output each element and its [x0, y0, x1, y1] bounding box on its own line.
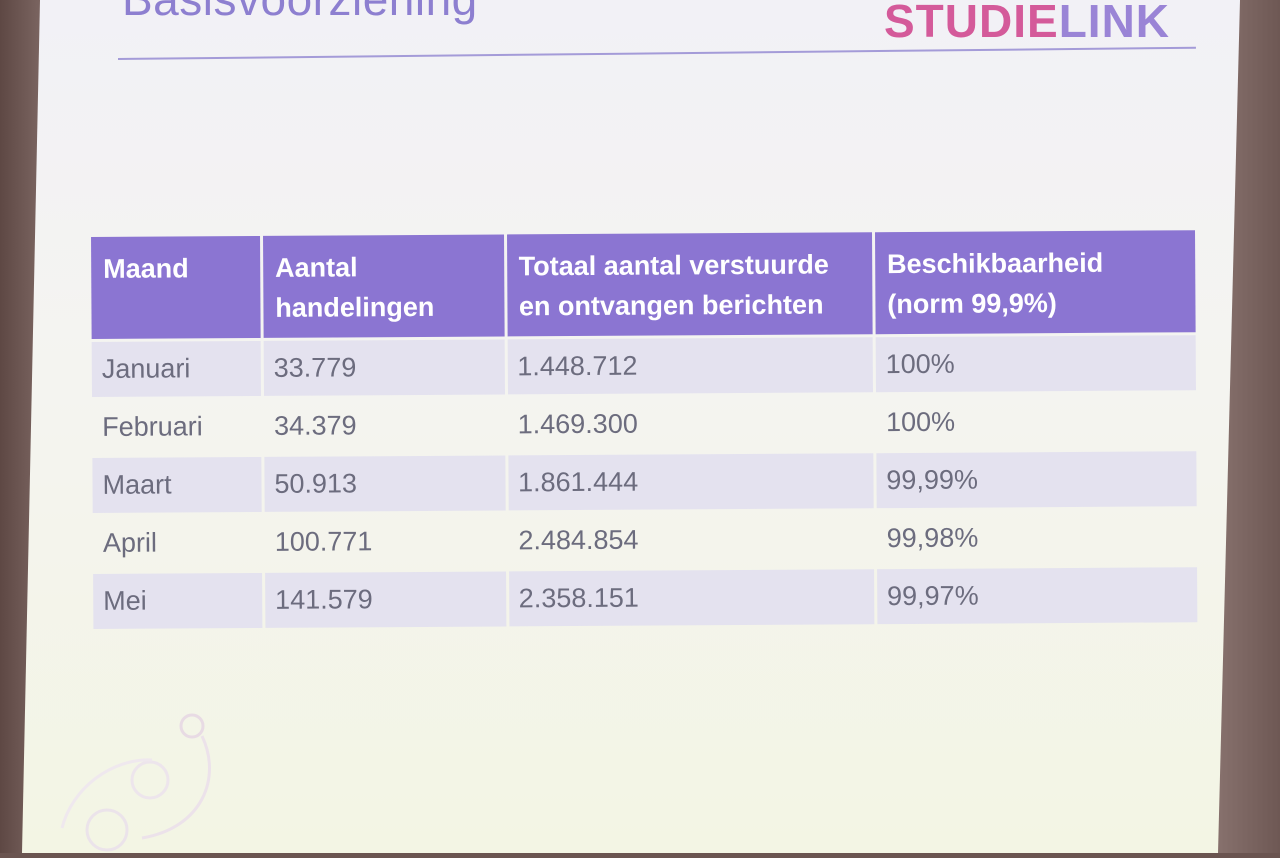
cell-handelingen: 100.771 [274, 526, 373, 557]
projection-screen: Basisvoorziening STUDIELINK Maand Aantal… [22, 0, 1240, 853]
cell-berichten: 2.358.151 [508, 569, 875, 627]
title-rule [117, 46, 1196, 60]
cell-maand: Maart [92, 456, 262, 513]
cell-handelingen: 141.579 [264, 571, 506, 628]
header-beschikbaarheid: Beschikbaarheid (norm 99,9%) [874, 230, 1196, 335]
cell-handelingen: 34.379 [273, 410, 357, 441]
studielink-logo: STUDIELINK [884, 0, 1170, 48]
data-table-wrapper: Maand Aantal handelingen Totaal aantal v… [88, 227, 1200, 632]
header-aantal-handelingen: Aantal handelingen [262, 234, 505, 338]
cell-maand: Februari [102, 411, 203, 442]
cell-beschikbaarheid: 99,99% [876, 451, 1197, 509]
header-aantal-line2: handelingen [275, 291, 435, 323]
cell-berichten: 1.861.444 [507, 453, 874, 511]
header-totaal-line2: en ontvangen berichten [518, 289, 824, 322]
cell-berichten: 1.448.712 [507, 337, 873, 395]
cell-beschikbaarheid: 99,98% [886, 522, 979, 554]
cell-beschikbaarheid: 100% [885, 406, 956, 438]
cell-berichten: 2.484.854 [518, 524, 639, 556]
cell-handelingen: 33.779 [263, 339, 505, 396]
cell-maand: April [102, 527, 157, 558]
cell-beschikbaarheid: 99,97% [876, 567, 1198, 625]
cell-maand: Januari [91, 340, 261, 397]
cell-beschikbaarheid: 100% [875, 335, 1196, 393]
header-maand: Maand [91, 235, 261, 339]
logo-part-studie: STUDIE [884, 0, 1059, 47]
table-row: April 100.771 2.484.854 99,98% [93, 509, 1197, 571]
table-header-row: Maand Aantal handelingen Totaal aantal v… [91, 230, 1196, 339]
slide-title: Basisvoorziening [122, 0, 478, 26]
table-row: Januari 33.779 1.448.712 100% [91, 335, 1196, 397]
table-row: Mei 141.579 2.358.151 99,97% [93, 567, 1198, 629]
header-beschik-line2: (norm 99,9%) [887, 288, 1057, 320]
table-row: Maart 50.913 1.861.444 99,99% [92, 451, 1197, 513]
header-maand-line1: Maand [103, 253, 189, 284]
cell-handelingen: 50.913 [264, 455, 506, 512]
data-table: Maand Aantal handelingen Totaal aantal v… [88, 227, 1200, 632]
table-row: Februari 34.379 1.469.300 100% [92, 393, 1196, 455]
header-totaal-line1: Totaal aantal verstuurde [518, 249, 829, 282]
header-aantal-line1: Aantal [275, 252, 358, 283]
decorative-circles-graphic [60, 713, 211, 852]
header-beschik-line1: Beschikbaarheid [886, 247, 1104, 280]
header-totaal-berichten: Totaal aantal verstuurde en ontvangen be… [506, 232, 873, 337]
logo-part-link: LINK [1058, 0, 1171, 47]
cell-maand: Mei [93, 572, 263, 629]
cell-berichten: 1.469.300 [517, 408, 638, 440]
